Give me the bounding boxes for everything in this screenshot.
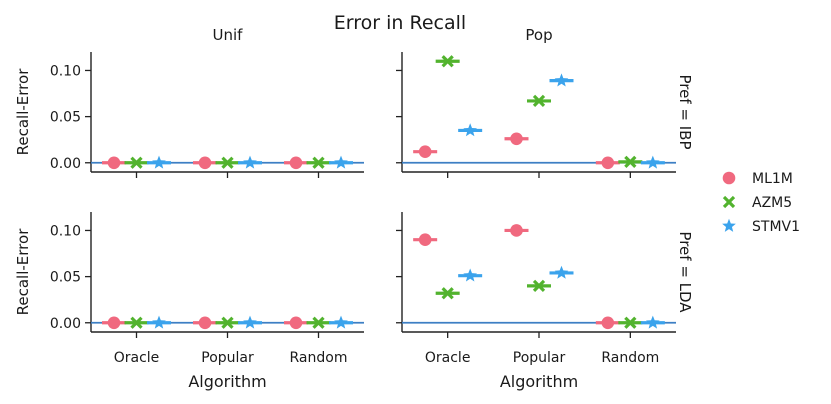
panel-lda-pop-point-azm5-popular — [532, 279, 546, 292]
panel-ibp-unif-y-tick-label: 0.10 — [50, 63, 81, 79]
panel-ibp-pop-point-azm5-random — [624, 155, 637, 168]
panel-ibp-unif-point-stmv1-oracle — [152, 155, 166, 169]
panel-ibp-pop-point-stmv1-popular — [554, 73, 569, 87]
panel-lda-unif-point-ml1m-oracle — [107, 316, 121, 330]
column-header-unif: Unif — [213, 26, 244, 44]
panel-lda-pop-point-ml1m-random — [601, 316, 615, 330]
legend-marker-stmv1 — [722, 218, 736, 232]
panel-ibp-unif-point-azm5-popular — [221, 156, 234, 169]
panel-ibp-unif-point-azm5-oracle — [130, 156, 143, 169]
panel-ibp-unif-point-stmv1-popular — [243, 155, 257, 169]
panel-lda-unif-x-tick-label-random: Random — [290, 350, 348, 366]
y-axis-label: Recall-Error — [14, 228, 32, 316]
panel-lda-pop-point-azm5-oracle — [441, 287, 454, 300]
panel-lda-unif-y-tick-label: 0.05 — [50, 270, 81, 286]
panel-lda-unif-x-tick-label-oracle: Oracle — [114, 350, 160, 366]
panel-lda-unif-point-stmv1-random — [334, 315, 348, 329]
panel-ibp-unif-point-ml1m-random — [289, 156, 303, 170]
panel-lda-pop-x-tick-label-oracle: Oracle — [425, 350, 471, 366]
panel-lda-pop-x-tick-label-random: Random — [601, 350, 659, 366]
panel-lda-pop-point-ml1m-popular — [510, 224, 523, 237]
panel-ibp-pop-point-stmv1-random — [645, 155, 660, 169]
row-header-pref-lda: Pref = LDA — [676, 231, 694, 313]
panel-ibp-unif-point-stmv1-random — [334, 155, 348, 169]
legend-label-azm5: AZM5 — [752, 195, 792, 211]
panel-ibp-unif-y-tick-label: 0.00 — [50, 156, 81, 172]
legend-marker-azm5 — [722, 195, 736, 209]
panel-lda-unif-point-azm5-popular — [221, 316, 234, 329]
panel-ibp-unif-y-tick-label: 0.05 — [50, 110, 81, 126]
panel-ibp-unif-point-ml1m-popular — [198, 156, 212, 170]
panel-lda-pop-point-stmv1-popular — [554, 265, 569, 279]
panel-ibp-pop-point-azm5-oracle — [441, 55, 454, 68]
legend-marker-ml1m — [722, 171, 736, 185]
panel-ibp-pop-point-azm5-popular — [532, 94, 546, 108]
panel-lda-unif-point-ml1m-popular — [198, 316, 212, 330]
panel-lda-unif-point-stmv1-oracle — [152, 315, 166, 329]
panel-lda-unif-y-tick-label: 0.00 — [50, 316, 81, 332]
panel-lda-pop-x-tick-label-popular: Popular — [513, 350, 566, 366]
panel-lda-unif-point-azm5-oracle — [130, 316, 143, 329]
panel-lda-unif-x-tick-label-popular: Popular — [201, 350, 254, 366]
panel-lda-pop-point-azm5-random — [624, 316, 637, 329]
chart-title: Error in Recall — [334, 12, 466, 34]
legend-label-stmv1: STMV1 — [752, 219, 800, 235]
row-header-pref-ibp: Pref = IBP — [676, 75, 694, 150]
panel-lda-unif-point-stmv1-popular — [243, 315, 257, 329]
panel-ibp-pop-point-ml1m-random — [601, 156, 615, 170]
legend-label-ml1m: ML1M — [752, 171, 793, 187]
panel-lda-unif-point-ml1m-random — [289, 316, 303, 330]
panel-lda-pop-point-stmv1-oracle — [463, 268, 478, 282]
x-axis-label: Algorithm — [500, 372, 578, 391]
panel-lda-unif-point-azm5-random — [312, 316, 325, 329]
x-axis-label: Algorithm — [188, 372, 266, 391]
panel-lda-unif-y-tick-label: 0.10 — [50, 223, 81, 239]
panel-ibp-pop-point-stmv1-oracle — [463, 123, 478, 137]
y-axis-label: Recall-Error — [14, 68, 32, 156]
panel-ibp-unif-point-azm5-random — [312, 156, 325, 169]
panel-ibp-pop-point-ml1m-oracle — [418, 145, 432, 158]
panel-lda-pop-point-ml1m-oracle — [418, 233, 432, 246]
panel-ibp-pop-point-ml1m-popular — [510, 132, 523, 146]
column-header-pop: Pop — [525, 26, 552, 44]
panel-lda-pop-point-stmv1-random — [645, 315, 660, 329]
panel-ibp-unif-point-ml1m-oracle — [107, 156, 121, 170]
